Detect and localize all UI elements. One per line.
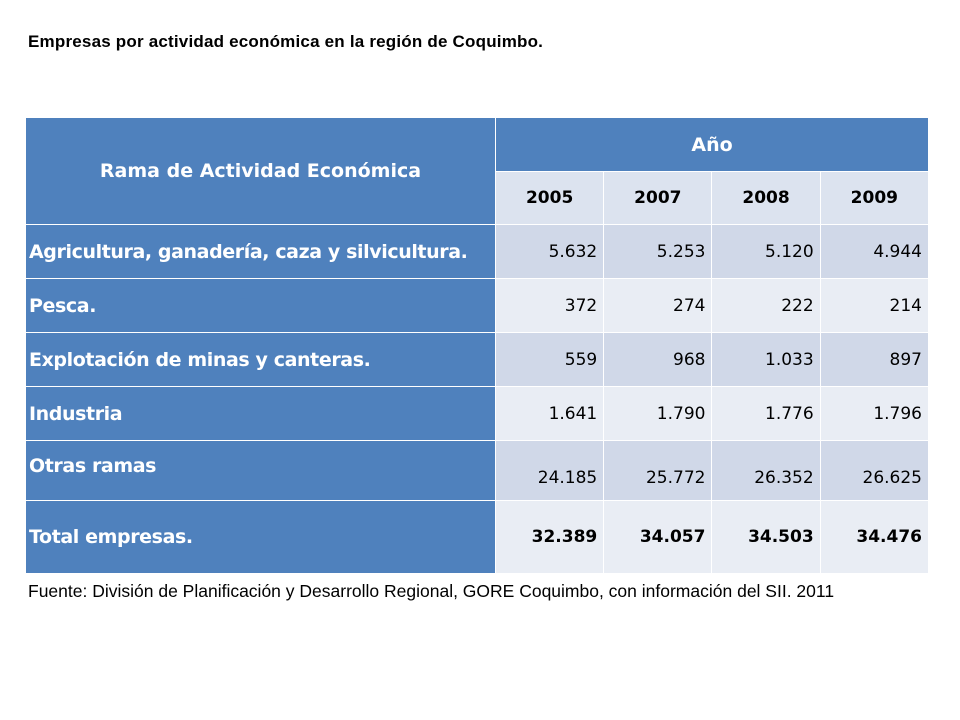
table-row: Explotación de minas y canteras. 559 968… [24, 332, 930, 387]
header-year-group: Año [495, 117, 929, 172]
table-row: Agricultura, ganadería, caza y silvicult… [24, 224, 930, 279]
row-label: Pesca. [24, 278, 497, 333]
table-cell: 214 [819, 278, 930, 333]
table-cell: 26.352 [711, 440, 821, 501]
table-cell: 968 [603, 332, 713, 387]
row-label: Total empresas. [24, 500, 497, 574]
table-row: Otras ramas 24.185 25.772 26.352 26.625 [24, 440, 930, 501]
table-cell: 24.185 [495, 440, 605, 501]
source-note: Fuente: División de Planificación y Desa… [28, 581, 835, 601]
year-header-2008: 2008 [711, 171, 821, 225]
total-row: Total empresas. 32.389 34.057 34.503 34.… [24, 500, 930, 574]
year-row: 2005 2007 2008 2009 [26, 171, 930, 225]
year-header-2009: 2009 [819, 171, 930, 225]
year-header-2007: 2007 [603, 171, 713, 225]
table-cell: 26.625 [819, 440, 930, 501]
table-cell: 372 [495, 278, 605, 333]
table-cell: 1.796 [819, 386, 930, 441]
table-cell: 1.790 [603, 386, 713, 441]
header-row: Rama de Actividad Económica Año [24, 117, 929, 225]
table-cell: 5.632 [495, 224, 605, 279]
table-cell: 559 [495, 332, 605, 387]
table-cell: 5.120 [711, 224, 821, 279]
row-label: Agricultura, ganadería, caza y silvicult… [24, 224, 497, 279]
table-cell: 274 [603, 278, 713, 333]
table-cell: 897 [819, 332, 930, 387]
table-cell: 1.641 [495, 386, 605, 441]
page-title: Empresas por actividad económica en la r… [28, 32, 544, 51]
table-row: Industria 1.641 1.790 1.776 1.796 [24, 386, 930, 441]
table-cell: 222 [711, 278, 821, 333]
table-row: Pesca. 372 274 222 214 [24, 278, 930, 333]
table-cell: 4.944 [819, 224, 930, 279]
table-cell: 32.389 [495, 500, 605, 574]
year-header-2005: 2005 [495, 171, 605, 225]
table-cell: 34.503 [711, 500, 821, 574]
table-cell: 5.253 [603, 224, 713, 279]
table-cell: 34.057 [603, 500, 713, 574]
header-activity-label: Rama de Actividad Económica [24, 117, 497, 225]
table-cell: 1.033 [711, 332, 821, 387]
table-cell: 25.772 [603, 440, 713, 501]
row-label: Explotación de minas y canteras. [24, 332, 497, 387]
activity-table: Rama de Actividad Económica Año 2005 200… [24, 117, 930, 574]
row-label: Industria [24, 386, 497, 441]
table-cell: 34.476 [819, 500, 930, 574]
row-label: Otras ramas [24, 440, 497, 501]
table-cell: 1.776 [711, 386, 821, 441]
